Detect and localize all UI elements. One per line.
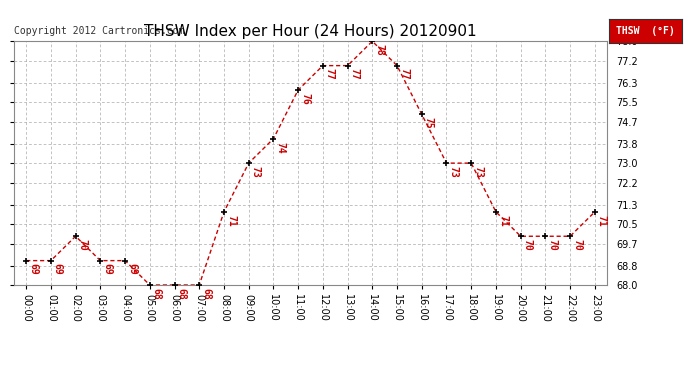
Text: 70: 70: [522, 239, 533, 251]
Text: 71: 71: [597, 214, 607, 226]
Text: 77: 77: [399, 68, 409, 80]
Text: 77: 77: [350, 68, 359, 80]
Text: Copyright 2012 Cartronics.com: Copyright 2012 Cartronics.com: [14, 26, 184, 36]
Text: 71: 71: [498, 214, 508, 226]
Text: 77: 77: [325, 68, 335, 80]
Text: 73: 73: [473, 166, 483, 178]
Text: 69: 69: [28, 263, 38, 275]
Text: 70: 70: [572, 239, 582, 251]
Text: 75: 75: [424, 117, 434, 129]
Text: 73: 73: [250, 166, 261, 178]
Text: 73: 73: [448, 166, 458, 178]
Text: 76: 76: [300, 93, 310, 105]
Text: 69: 69: [127, 263, 137, 275]
Text: 74: 74: [275, 141, 286, 153]
Text: 68: 68: [177, 288, 186, 300]
Text: 71: 71: [226, 214, 236, 226]
Text: 70: 70: [77, 239, 88, 251]
Text: 69: 69: [53, 263, 63, 275]
Text: 68: 68: [152, 288, 161, 300]
Text: 78: 78: [374, 44, 384, 56]
Title: THSW Index per Hour (24 Hours) 20120901: THSW Index per Hour (24 Hours) 20120901: [144, 24, 477, 39]
Text: 68: 68: [201, 288, 211, 300]
Text: 70: 70: [547, 239, 558, 251]
Text: THSW  (°F): THSW (°F): [616, 26, 675, 36]
Text: 69: 69: [102, 263, 112, 275]
